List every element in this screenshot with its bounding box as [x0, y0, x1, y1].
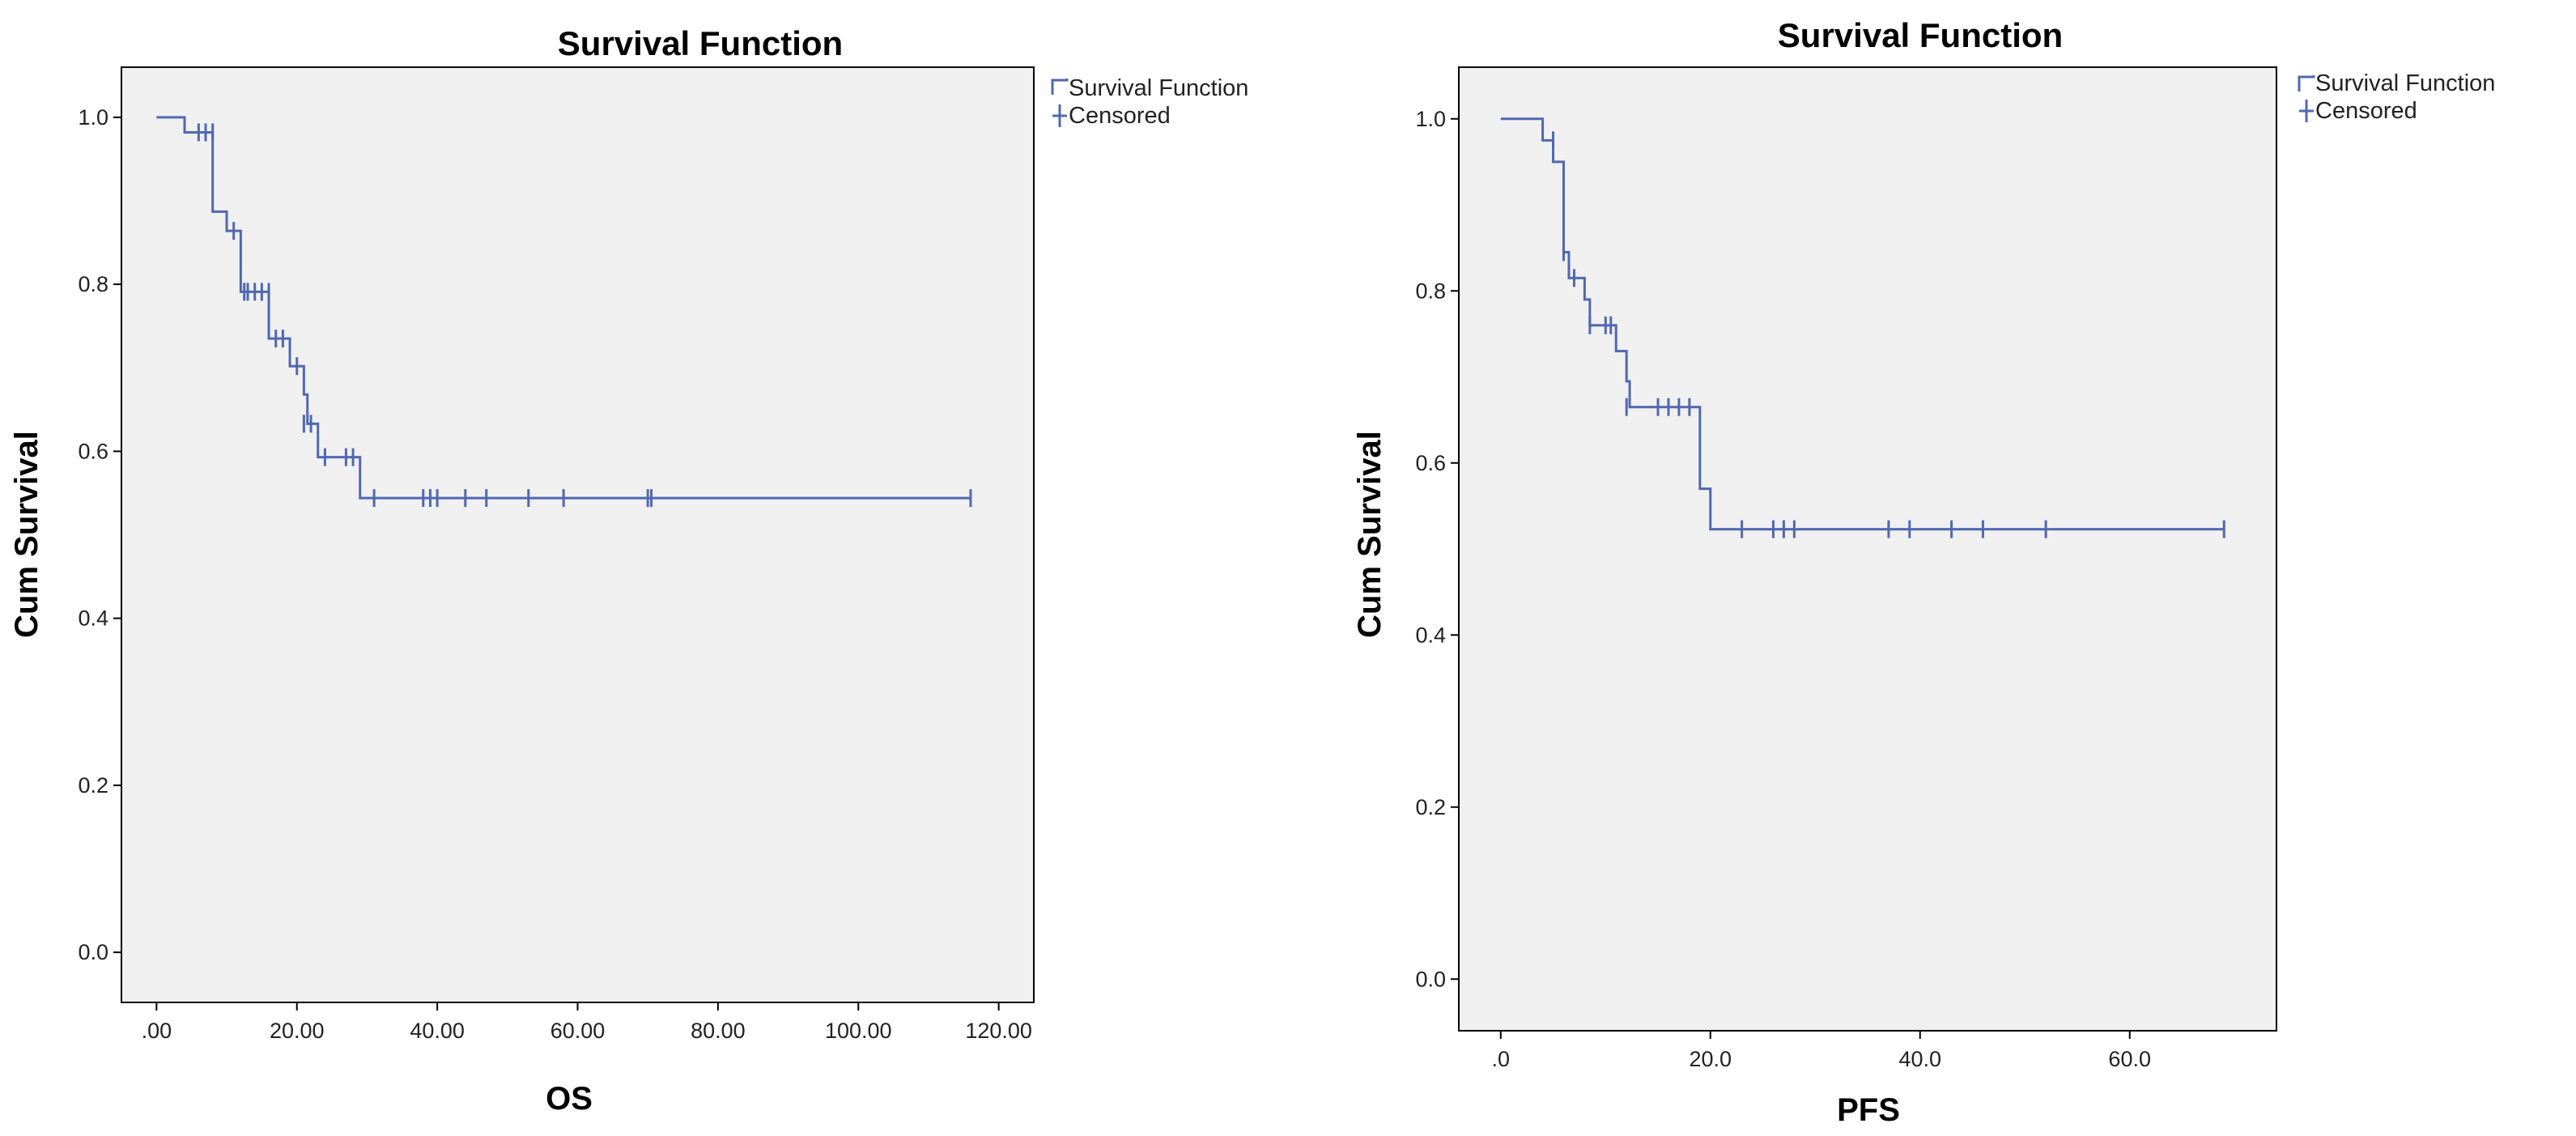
y-tick-label: 0.8 [78, 272, 108, 296]
censored-markers [1552, 131, 2225, 538]
legend-censored-label: Censored [2315, 98, 2417, 124]
y-tick-label: 0.4 [78, 606, 108, 631]
x-axis-ticks: .00 20.00 40.00 60.00 80.00 100.00 120.00 [142, 1002, 1032, 1043]
y-axis-ticks: 0.0 0.2 0.4 0.6 0.8 1.0 [1415, 107, 1459, 991]
y-axis-ticks: 0.0 0.2 0.4 0.6 0.8 1.0 [78, 105, 121, 964]
y-tick-label: 1.0 [1415, 107, 1446, 131]
legend: Survival Function Censored [1051, 75, 1248, 129]
y-tick-label: 0.6 [1415, 451, 1446, 475]
censored-markers [197, 123, 972, 508]
y-tick-label: 0.0 [78, 940, 108, 964]
x-tick-label: 40.0 [1898, 1047, 1941, 1071]
legend-survival-swatch [1051, 79, 1069, 95]
y-tick-label: 0.2 [1415, 795, 1446, 819]
y-tick-label: 0.6 [78, 439, 108, 463]
os-survival-chart: Survival Function OS Cum Survival 0.0 0.2… [9, 24, 1248, 1117]
x-tick-label: 80.00 [691, 1019, 746, 1043]
x-axis-title: OS [546, 1081, 593, 1117]
y-axis-title: Cum Survival [1352, 431, 1388, 638]
legend-censored-label: Censored [1069, 103, 1171, 129]
y-tick-label: 1.0 [78, 105, 108, 130]
x-tick-label: 40.00 [410, 1019, 465, 1043]
y-tick-label: 0.0 [1415, 967, 1446, 991]
x-axis-title: PFS [1837, 1092, 1900, 1128]
x-tick-label: 20.00 [270, 1019, 325, 1043]
chart-title: Survival Function [1778, 16, 2063, 54]
legend-survival-label: Survival Function [1069, 75, 1248, 101]
x-tick-label: 60.0 [2108, 1047, 2151, 1071]
x-axis-ticks: .0 20.0 40.0 60.0 [1492, 1031, 2151, 1071]
x-tick-label: 120.00 [965, 1019, 1032, 1043]
plot-area [121, 66, 1035, 1003]
pfs-survival-chart: Survival Function PFS Cum Survival 0.00.… [1352, 16, 2495, 1128]
chart-title: Survival Function [558, 24, 843, 62]
survival-function-line [156, 116, 971, 500]
legend-survival-swatch [2298, 75, 2315, 91]
y-tick-label: 0.8 [1415, 279, 1446, 303]
x-tick-label: 20.0 [1689, 1047, 1732, 1071]
x-tick-label: .0 [1492, 1047, 1511, 1071]
legend: Survival Function Censored [2298, 70, 2495, 124]
survival-function-line [1500, 117, 2225, 531]
legend-survival-label: Survival Function [2315, 70, 2495, 96]
y-axis-title: Cum Survival [9, 431, 45, 638]
x-tick-label: 60.00 [550, 1019, 606, 1043]
y-tick-label: 0.4 [1415, 623, 1446, 647]
plot-area [1458, 66, 2277, 1032]
x-tick-label: .00 [142, 1019, 172, 1043]
x-tick-label: 100.00 [825, 1019, 892, 1043]
y-tick-label: 0.2 [78, 773, 108, 798]
